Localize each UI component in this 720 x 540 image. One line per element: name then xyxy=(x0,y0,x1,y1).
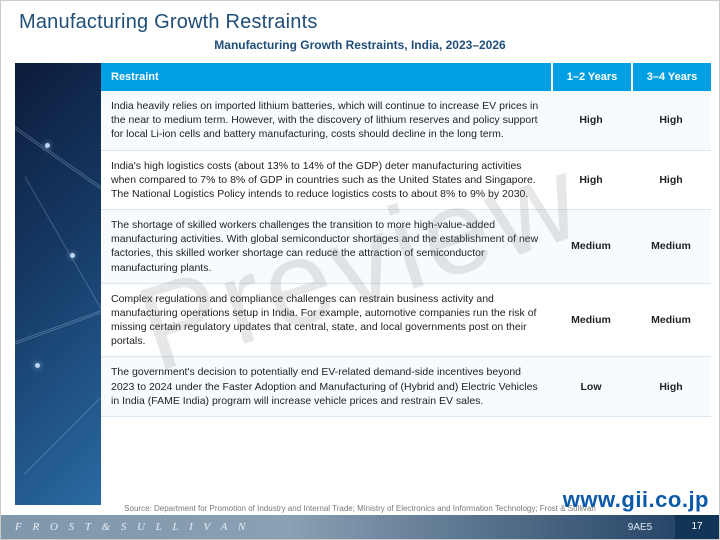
cell-1-2-years: Medium xyxy=(551,284,631,357)
decorative-sidebar-graphic xyxy=(15,63,101,505)
cell-3-4-years: High xyxy=(631,357,711,416)
footer-brand-text: F R O S T & S U L L I V A N xyxy=(15,521,249,533)
cell-1-2-years: High xyxy=(551,151,631,210)
table-header-row: Restraint 1–2 Years 3–4 Years xyxy=(101,63,711,91)
table-row: India's high logistics costs (about 13% … xyxy=(101,151,711,211)
col-header-restraint: Restraint xyxy=(101,63,551,91)
cell-restraint: The government's decision to potentially… xyxy=(101,357,551,416)
cell-3-4-years: High xyxy=(631,151,711,210)
cell-restraint: India heavily relies on imported lithium… xyxy=(101,91,551,150)
table-row: Complex regulations and compliance chall… xyxy=(101,284,711,358)
cell-restraint: The shortage of skilled workers challeng… xyxy=(101,210,551,283)
footer-code: 9AE5 xyxy=(605,522,675,533)
cell-3-4-years: Medium xyxy=(631,210,711,283)
cell-3-4-years: Medium xyxy=(631,284,711,357)
cell-3-4-years: High xyxy=(631,91,711,150)
page-title: Manufacturing Growth Restraints xyxy=(1,1,719,38)
col-header-1-2-years: 1–2 Years xyxy=(551,63,631,91)
cell-1-2-years: Low xyxy=(551,357,631,416)
cell-restraint: Complex regulations and compliance chall… xyxy=(101,284,551,357)
content-area: Restraint 1–2 Years 3–4 Years India heav… xyxy=(15,63,711,505)
source-citation: Source: Department for Promotion of Indu… xyxy=(1,504,719,513)
footer-bar: F R O S T & S U L L I V A N 9AE5 17 xyxy=(1,515,719,539)
page-subtitle: Manufacturing Growth Restraints, India, … xyxy=(1,38,719,52)
footer-brand: F R O S T & S U L L I V A N xyxy=(1,521,605,533)
cell-restraint: India's high logistics costs (about 13% … xyxy=(101,151,551,210)
footer-page-number: 17 xyxy=(675,515,719,539)
cell-1-2-years: High xyxy=(551,91,631,150)
restraints-table: Restraint 1–2 Years 3–4 Years India heav… xyxy=(101,63,711,505)
table-body: India heavily relies on imported lithium… xyxy=(101,91,711,417)
slide-page: Manufacturing Growth Restraints Manufact… xyxy=(0,0,720,540)
col-header-3-4-years: 3–4 Years xyxy=(631,63,711,91)
cell-1-2-years: Medium xyxy=(551,210,631,283)
table-row: India heavily relies on imported lithium… xyxy=(101,91,711,151)
table-row: The government's decision to potentially… xyxy=(101,357,711,417)
table-row: The shortage of skilled workers challeng… xyxy=(101,210,711,284)
